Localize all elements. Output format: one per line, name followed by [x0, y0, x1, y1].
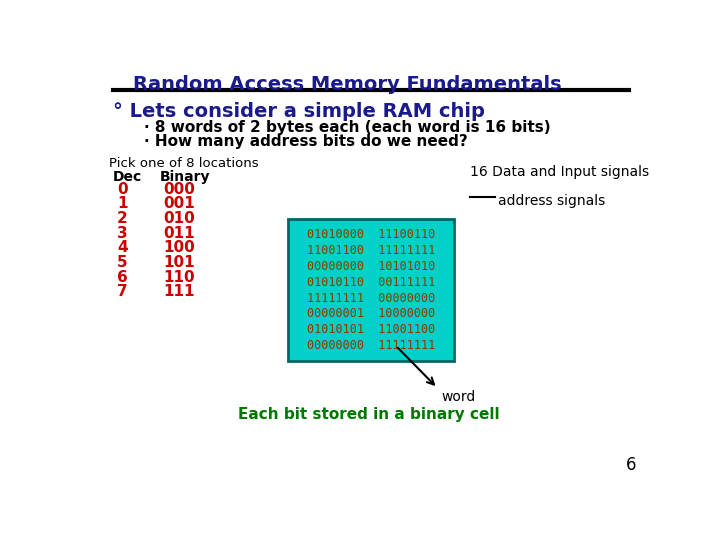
Text: 1: 1: [117, 197, 127, 212]
Text: 4: 4: [117, 240, 127, 255]
Text: 100: 100: [163, 240, 195, 255]
Text: 11111111  00000000: 11111111 00000000: [307, 292, 435, 305]
Text: 2: 2: [117, 211, 128, 226]
Text: 000: 000: [163, 182, 196, 197]
Text: 7: 7: [117, 284, 127, 299]
Text: Random Access Memory Fundamentals: Random Access Memory Fundamentals: [132, 75, 562, 94]
Text: Binary: Binary: [160, 170, 210, 184]
Text: Dec: Dec: [113, 170, 143, 184]
Text: 011: 011: [163, 226, 195, 241]
Text: 010: 010: [163, 211, 195, 226]
Text: 6: 6: [117, 269, 128, 285]
Text: address signals: address signals: [498, 194, 605, 208]
Text: 101: 101: [163, 255, 195, 270]
Text: 00000000  11111111: 00000000 11111111: [307, 339, 435, 352]
Text: 110: 110: [163, 269, 195, 285]
Text: 16 Data and Input signals: 16 Data and Input signals: [469, 165, 649, 179]
Text: · How many address bits do we need?: · How many address bits do we need?: [144, 134, 468, 149]
Text: 0: 0: [117, 182, 127, 197]
Text: 11001100  11111111: 11001100 11111111: [307, 244, 435, 257]
Text: word: word: [441, 390, 476, 404]
Text: 01010110  00111111: 01010110 00111111: [307, 276, 435, 289]
Text: ° Lets consider a simple RAM chip: ° Lets consider a simple RAM chip: [113, 102, 485, 121]
Text: 01010101  11001100: 01010101 11001100: [307, 323, 435, 336]
Text: 3: 3: [117, 226, 127, 241]
Text: 01010000  11100110: 01010000 11100110: [307, 228, 435, 241]
Text: Each bit stored in a binary cell: Each bit stored in a binary cell: [238, 408, 500, 422]
Bar: [287, 219, 454, 361]
Text: Pick one of 8 locations: Pick one of 8 locations: [109, 157, 259, 170]
Text: 00000000  10101010: 00000000 10101010: [307, 260, 435, 273]
Text: · 8 words of 2 bytes each (each word is 16 bits): · 8 words of 2 bytes each (each word is …: [144, 120, 551, 135]
Text: 001: 001: [163, 197, 195, 212]
Text: 6: 6: [626, 456, 636, 475]
Text: 111: 111: [163, 284, 195, 299]
Text: 5: 5: [117, 255, 127, 270]
Text: 00000001  10000000: 00000001 10000000: [307, 307, 435, 321]
